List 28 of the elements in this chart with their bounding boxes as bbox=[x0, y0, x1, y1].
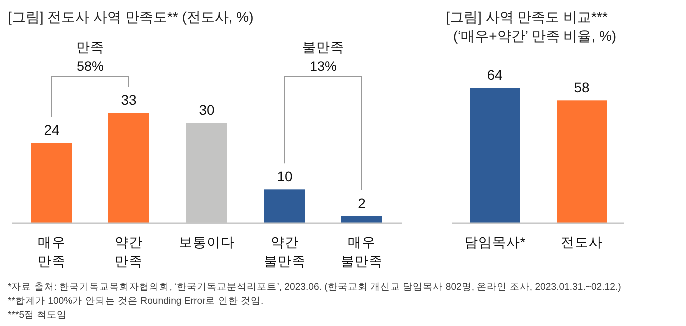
data-label: 10 bbox=[277, 168, 293, 185]
data-label: 33 bbox=[121, 92, 137, 108]
text: 13% bbox=[310, 59, 338, 74]
text: 불만족 bbox=[302, 40, 344, 55]
data-label: 58 bbox=[574, 80, 590, 96]
bar bbox=[342, 216, 382, 223]
chart-subtitle: (‘매우+약간’ 만족 비율, %) bbox=[453, 28, 617, 44]
data-label: 2 bbox=[358, 195, 366, 212]
chart-title: [그림] 사역 만족도 비교*** bbox=[446, 9, 608, 25]
x-tick-label: 약간 만족 bbox=[115, 235, 143, 269]
x-tick-label: 약간 불만족 bbox=[264, 235, 306, 269]
text: 만족 bbox=[76, 40, 104, 55]
x-tick-label: 전도사 bbox=[561, 235, 603, 250]
x-tick-label: 매우 불만족 bbox=[341, 235, 383, 269]
bar bbox=[264, 190, 306, 223]
data-label: 64 bbox=[487, 67, 503, 83]
chart-title: [그림] 전도사 사역 만족도** (전도사, %) bbox=[8, 9, 254, 25]
x-tick-label: 담임목사* bbox=[464, 235, 526, 250]
bar bbox=[32, 143, 72, 223]
data-label: 30 bbox=[199, 102, 215, 118]
text: ***5점 척도임 bbox=[8, 310, 68, 321]
text: **합계가 100%가 안되는 것은 Rounding Error로 인한 것임. bbox=[8, 296, 264, 307]
data-label: 24 bbox=[44, 122, 60, 138]
x-tick-label: 보통이다 bbox=[179, 235, 235, 250]
bar bbox=[108, 113, 150, 223]
text: *자료 출처: 한국기독교목회자협의회, ‘한국기독교분석리포트’, 2023.06. (한국교회 개신교 담임목사 802명, 온라인 조사, 2023.01.31.~02.12.) bbox=[8, 282, 622, 293]
x-tick-label: 매우 만족 bbox=[38, 235, 66, 269]
text: 58% bbox=[76, 59, 104, 74]
